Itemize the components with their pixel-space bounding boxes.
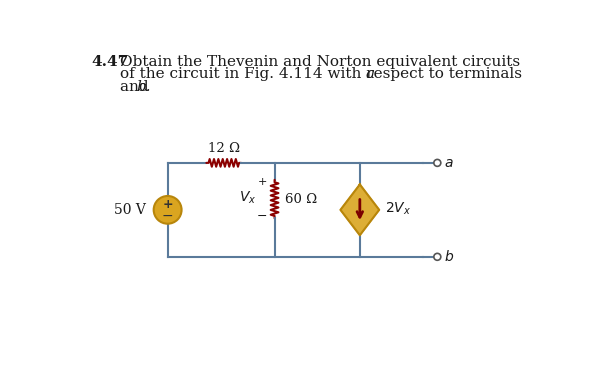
Text: −: − (162, 209, 174, 223)
Text: $a$: $a$ (444, 156, 454, 170)
Circle shape (434, 253, 441, 260)
Text: and: and (119, 80, 153, 94)
Text: b.: b. (137, 80, 151, 94)
Text: +: + (162, 197, 173, 210)
Text: $2V_x$: $2V_x$ (384, 200, 411, 217)
Text: a: a (365, 67, 374, 81)
Text: +: + (257, 177, 267, 187)
Polygon shape (340, 185, 379, 235)
Text: 50 V: 50 V (114, 203, 146, 217)
Text: Obtain the Thevenin and Norton equivalent circuits: Obtain the Thevenin and Norton equivalen… (119, 55, 520, 69)
Text: $b$: $b$ (444, 249, 454, 264)
Circle shape (434, 159, 441, 166)
Text: $V_x$: $V_x$ (239, 189, 256, 206)
Text: 12 Ω: 12 Ω (208, 142, 240, 155)
Text: 4.47: 4.47 (92, 55, 129, 69)
Circle shape (153, 196, 181, 224)
Text: of the circuit in Fig. 4.114 with respect to terminals: of the circuit in Fig. 4.114 with respec… (119, 67, 527, 81)
Text: 60 Ω: 60 Ω (285, 193, 318, 206)
Text: −: − (256, 209, 267, 222)
